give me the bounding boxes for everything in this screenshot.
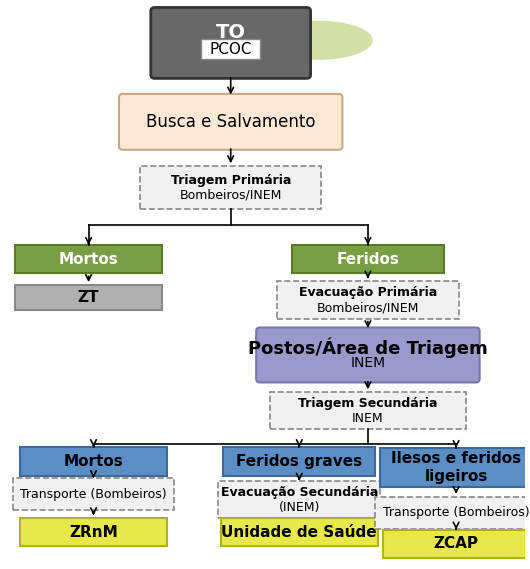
Text: Transporte (Bombeiros): Transporte (Bombeiros) — [20, 488, 167, 501]
Bar — [140, 166, 321, 209]
Bar — [221, 518, 378, 546]
Text: PCOC: PCOC — [209, 42, 252, 57]
Bar — [380, 448, 530, 487]
Bar — [223, 447, 375, 476]
Text: Feridos: Feridos — [337, 251, 399, 267]
Text: INEM: INEM — [350, 356, 385, 370]
FancyBboxPatch shape — [256, 328, 480, 382]
Bar — [15, 285, 162, 310]
Text: Evacuação Primária: Evacuação Primária — [299, 286, 437, 299]
Bar — [383, 530, 529, 558]
Text: Triagem Primária: Triagem Primária — [171, 174, 291, 187]
Bar — [20, 518, 167, 546]
Bar — [13, 478, 174, 510]
Text: Feridos graves: Feridos graves — [236, 454, 363, 469]
Bar — [270, 392, 466, 430]
Text: Postos/Área de Triagem: Postos/Área de Triagem — [248, 337, 488, 358]
Text: INEM: INEM — [352, 413, 384, 425]
Bar — [292, 245, 444, 274]
Text: TO: TO — [216, 23, 246, 42]
Text: ZRnM: ZRnM — [69, 525, 118, 540]
Text: Transporte (Bombeiros): Transporte (Bombeiros) — [383, 506, 529, 519]
Text: ZT: ZT — [78, 290, 99, 305]
Bar — [20, 447, 167, 476]
Text: Evacuação Secundária: Evacuação Secundária — [220, 486, 378, 499]
Text: Mortos: Mortos — [64, 454, 123, 469]
Text: Mortos: Mortos — [59, 251, 119, 267]
Text: Triagem Secundária: Triagem Secundária — [298, 397, 438, 410]
Text: Bombeiros/INEM: Bombeiros/INEM — [180, 189, 282, 202]
Bar — [277, 282, 458, 319]
FancyBboxPatch shape — [119, 94, 342, 150]
Text: Ilesos e feridos
ligeiros: Ilesos e feridos ligeiros — [391, 451, 521, 484]
Text: (INEM): (INEM) — [279, 501, 320, 514]
Bar — [375, 497, 530, 529]
Text: Bombeiros/INEM: Bombeiros/INEM — [317, 302, 419, 315]
Text: ZCAP: ZCAP — [434, 537, 479, 551]
Ellipse shape — [265, 20, 373, 60]
Text: Busca e Salvamento: Busca e Salvamento — [146, 113, 315, 131]
Bar — [15, 245, 162, 274]
Bar — [218, 481, 380, 518]
Bar — [201, 39, 260, 59]
FancyBboxPatch shape — [151, 7, 311, 79]
Text: Unidade de Saúde: Unidade de Saúde — [222, 525, 377, 540]
